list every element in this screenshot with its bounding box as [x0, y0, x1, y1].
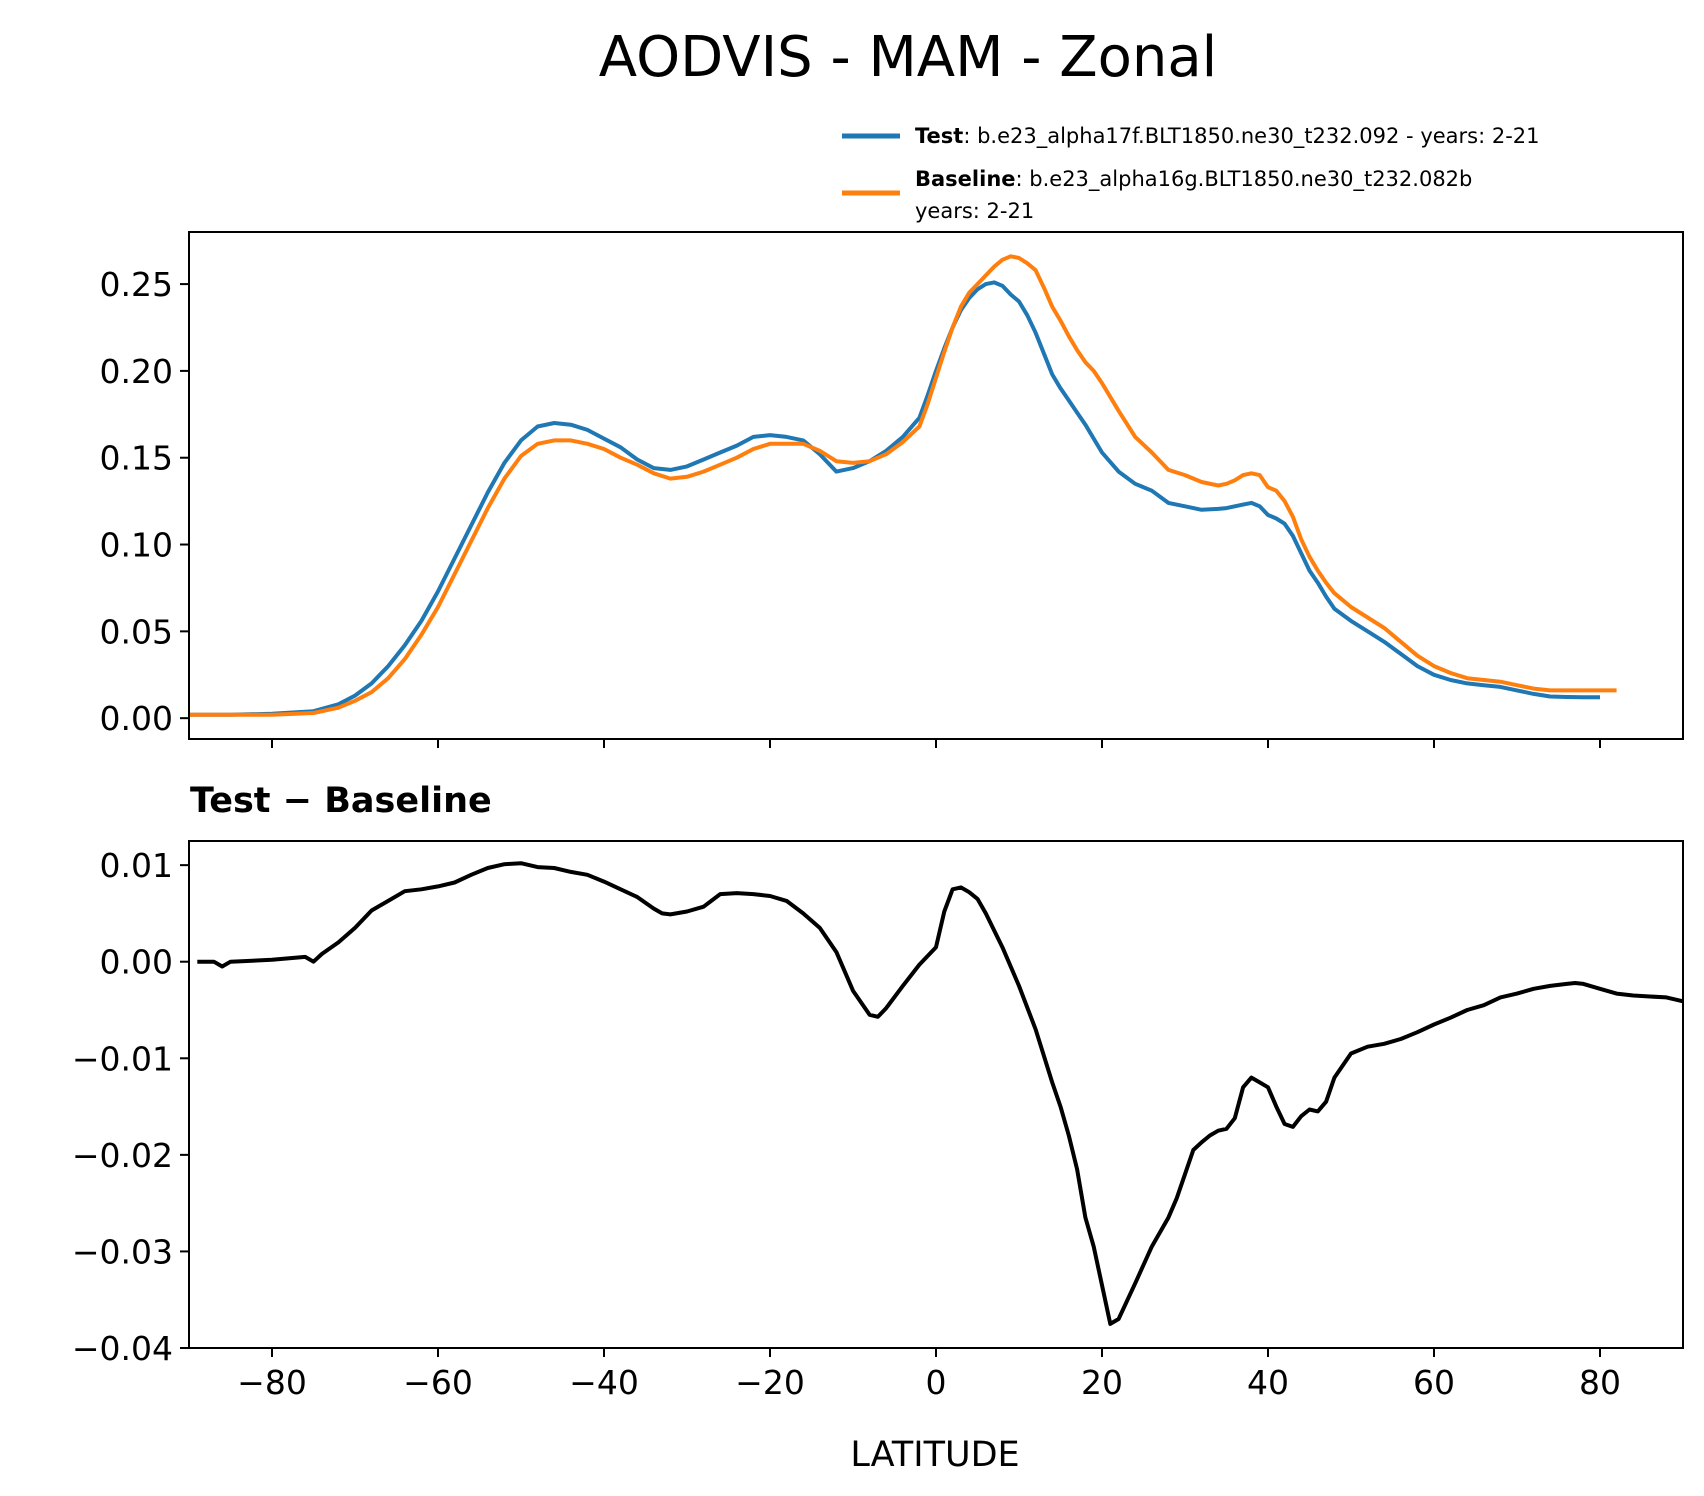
bottom-ytick-label: 0.01 — [100, 846, 173, 885]
top-ytick-label: 0.20 — [100, 352, 173, 391]
bottom-xtick-label: −20 — [735, 1363, 805, 1402]
diff-panel-title: Test − Baseline — [190, 781, 492, 821]
bottom-ytick-label: −0.01 — [72, 1039, 173, 1078]
bottom-y-ticks: −0.04 −0.03 −0.02 −0.01 0.00 0.01 — [72, 846, 189, 1368]
top-ytick-label: 0.10 — [100, 526, 173, 565]
series-line-test — [189, 280, 1600, 717]
legend-test-name: Test — [915, 124, 963, 148]
bottom-xtick-label: 40 — [1247, 1363, 1289, 1402]
legend-baseline-name: Baseline — [915, 167, 1016, 191]
bottom-xtick-label: 0 — [926, 1363, 947, 1402]
top-ytick-label: 0.15 — [100, 439, 173, 478]
bottom-panel: −0.04 −0.03 −0.02 −0.01 0.00 0.01 −80 −60 −40 −2… — [72, 840, 1684, 1402]
top-axes-frame — [188, 231, 1684, 740]
bottom-ytick-label: 0.00 — [100, 943, 173, 982]
top-series — [189, 254, 1617, 717]
bottom-ytick-label: −0.04 — [72, 1329, 173, 1368]
top-ytick-label: 0.00 — [100, 699, 173, 738]
x-axis-label: LATITUDE — [850, 1435, 1019, 1475]
bottom-xtick-label: −40 — [569, 1363, 639, 1402]
bottom-axes-frame — [188, 840, 1684, 1349]
legend-test-text: : b.e23_alpha17f.BLT1850.ne30_t232.092 -… — [963, 124, 1539, 149]
legend: Test: b.e23_alpha17f.BLT1850.ne30_t232.0… — [842, 124, 1540, 223]
top-ytick-label: 0.25 — [100, 265, 173, 304]
bottom-x-ticks: −80 −60 −40 −20 0 20 40 60 80 — [237, 1348, 1621, 1402]
series-line-baseline — [189, 254, 1617, 717]
series-line-diff — [197, 861, 1684, 1326]
bottom-ytick-label: −0.03 — [72, 1232, 173, 1271]
legend-baseline-text2: years: 2-21 — [915, 199, 1034, 223]
bottom-xtick-label: 60 — [1413, 1363, 1455, 1402]
bottom-xtick-label: −60 — [403, 1363, 473, 1402]
top-x-ticks — [271, 739, 1601, 748]
legend-entry-test: Test: b.e23_alpha17f.BLT1850.ne30_t232.0… — [915, 124, 1540, 149]
bottom-xtick-label: 20 — [1081, 1363, 1123, 1402]
legend-entry-baseline: Baseline: b.e23_alpha16g.BLT1850.ne30_t2… — [915, 167, 1472, 192]
top-ytick-label: 0.05 — [100, 612, 173, 651]
top-panel: 0.00 0.05 0.10 0.15 0.20 0.25 — [100, 231, 1684, 748]
chart-title: AODVIS - MAM - Zonal — [599, 25, 1217, 90]
bottom-ytick-label: −0.02 — [72, 1136, 173, 1175]
bottom-xtick-label: −80 — [237, 1363, 307, 1402]
legend-baseline-text: : b.e23_alpha16g.BLT1850.ne30_t232.082b — [1016, 167, 1473, 192]
top-y-ticks: 0.00 0.05 0.10 0.15 0.20 0.25 — [100, 265, 189, 738]
bottom-xtick-label: 80 — [1579, 1363, 1621, 1402]
